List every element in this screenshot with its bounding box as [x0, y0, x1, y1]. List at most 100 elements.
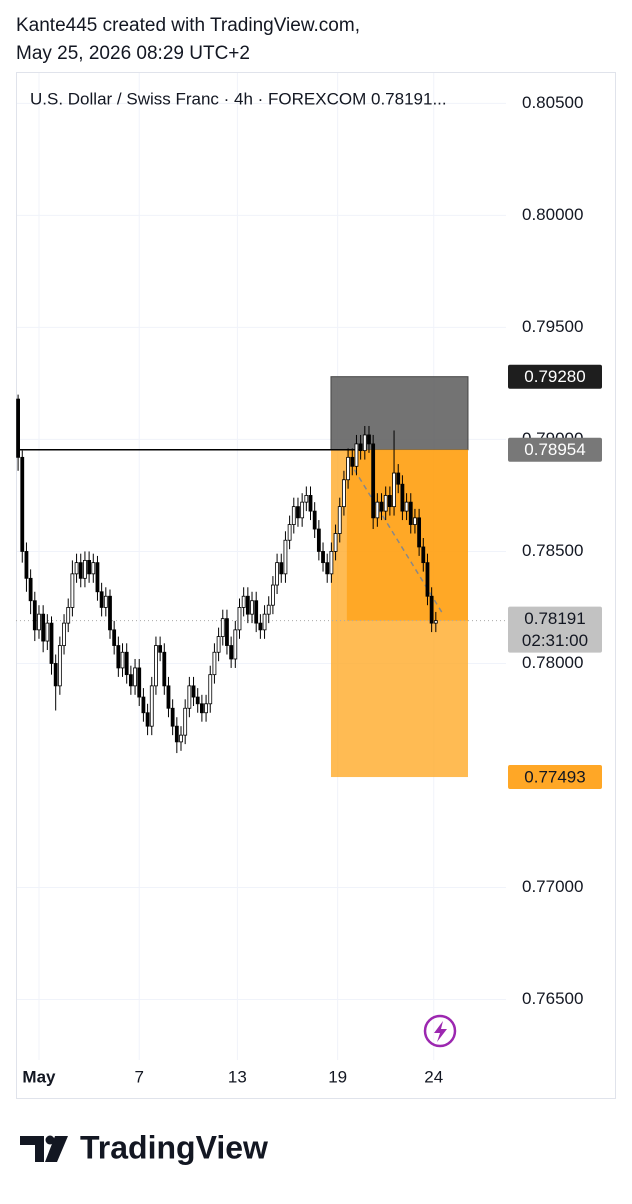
candle-body: [350, 456, 355, 467]
candle-body: [91, 562, 96, 575]
candle-body: [128, 674, 133, 687]
candle-body: [291, 506, 296, 525]
stop-badge: [508, 364, 602, 389]
candle-body: [342, 479, 346, 508]
candle-body: [375, 501, 380, 519]
candle-body: [362, 434, 367, 452]
candle-body: [149, 685, 154, 727]
candle-body: [78, 562, 83, 579]
candle-body: [275, 562, 279, 586]
candle-body: [300, 501, 305, 519]
candle-body: [204, 703, 208, 714]
author-line: Kante445 created with TradingView.com,: [16, 15, 360, 36]
candle-body: [400, 483, 405, 512]
candle-body: [120, 651, 125, 669]
candle-body: [95, 562, 100, 593]
candle-body: [250, 600, 254, 615]
y-tick-label: 0.78000: [522, 653, 583, 672]
candle-body: [258, 622, 263, 631]
y-tick-label: 0.80000: [522, 205, 583, 224]
candle-body: [41, 613, 46, 642]
candle-body: [45, 622, 50, 642]
candle-body: [312, 510, 317, 530]
brand-name: TradingView: [80, 1129, 268, 1165]
candle-body: [99, 591, 104, 608]
candle-body: [408, 501, 413, 525]
candle-body: [254, 600, 259, 624]
candle-body: [396, 472, 401, 485]
y-tick-label: 0.78500: [522, 541, 583, 560]
chart-title: U.S. Dollar / Swiss Franc · 4h · FOREXCO…: [30, 89, 447, 108]
candle-body: [333, 533, 338, 552]
candle-body: [337, 506, 342, 534]
candle-body: [133, 667, 137, 687]
target-badge: [508, 765, 602, 790]
y-tick-label: 0.79500: [522, 317, 583, 336]
candle-body: [183, 707, 188, 736]
candle-body: [367, 434, 371, 445]
x-tick-label: 24: [424, 1067, 443, 1086]
candle-body: [187, 685, 192, 709]
candle-body: [287, 524, 292, 541]
y-tick-label: 0.76500: [522, 989, 583, 1008]
brand-logo: [20, 1135, 68, 1162]
candle-body: [57, 645, 62, 687]
candle-body: [116, 645, 121, 669]
candle-body: [83, 559, 87, 579]
candle-body: [145, 712, 150, 727]
plot: 0.805000.800000.795000.790000.785000.780…: [16, 73, 602, 1086]
candle-body: [195, 696, 200, 705]
entry-badge: [508, 437, 602, 462]
candle-body: [53, 663, 58, 687]
candle-body: [124, 651, 129, 676]
candle-body: [70, 573, 75, 608]
candle-body: [413, 517, 417, 525]
candle-body: [279, 562, 284, 575]
candle-body: [216, 636, 221, 653]
y-tick-label: 0.80500: [522, 93, 583, 112]
x-tick-label: 13: [228, 1067, 247, 1086]
candle-body: [191, 685, 196, 698]
candle-body: [241, 595, 246, 608]
candle-body: [112, 629, 117, 646]
candle-body: [87, 559, 92, 575]
candle-body: [392, 472, 396, 508]
entry-label: 0.78954: [524, 440, 585, 459]
date-line: May 25, 2026 08:29 UTC+2: [16, 43, 250, 64]
lightning-icon: [423, 1014, 457, 1048]
candle-body: [321, 551, 325, 564]
candle-body: [325, 562, 330, 575]
candle-body: [220, 618, 225, 637]
candle-body: [229, 645, 234, 660]
candle-body: [329, 551, 334, 575]
candle-body: [308, 495, 313, 512]
candle-body: [37, 613, 41, 631]
x-tick-label: 7: [134, 1067, 143, 1086]
candle-body: [28, 577, 33, 602]
x-tick-label: 19: [328, 1067, 347, 1086]
candle-body: [103, 595, 108, 608]
candle-body: [158, 645, 163, 653]
candle-body: [417, 517, 422, 548]
candle-body: [199, 703, 204, 714]
candle-body: [387, 495, 392, 508]
candle-body: [296, 506, 300, 519]
candle-body: [108, 595, 112, 631]
candle-body: [354, 443, 359, 467]
candle-body: [379, 501, 384, 512]
candle-body: [316, 528, 321, 552]
last-price-badge: [508, 606, 602, 653]
open-profit-zone: [346, 449, 468, 621]
candle-body: [66, 607, 71, 624]
last-price-label: 0.78191: [524, 609, 585, 628]
y-tick-label: 0.77000: [522, 877, 583, 896]
candle-body: [271, 584, 275, 606]
candle-body: [237, 607, 242, 631]
candle-body: [425, 562, 430, 597]
candle-body: [266, 604, 271, 615]
candle-body: [245, 595, 250, 615]
candle-body: [174, 725, 179, 743]
candle-body: [429, 595, 434, 624]
candle-body: [421, 546, 426, 564]
